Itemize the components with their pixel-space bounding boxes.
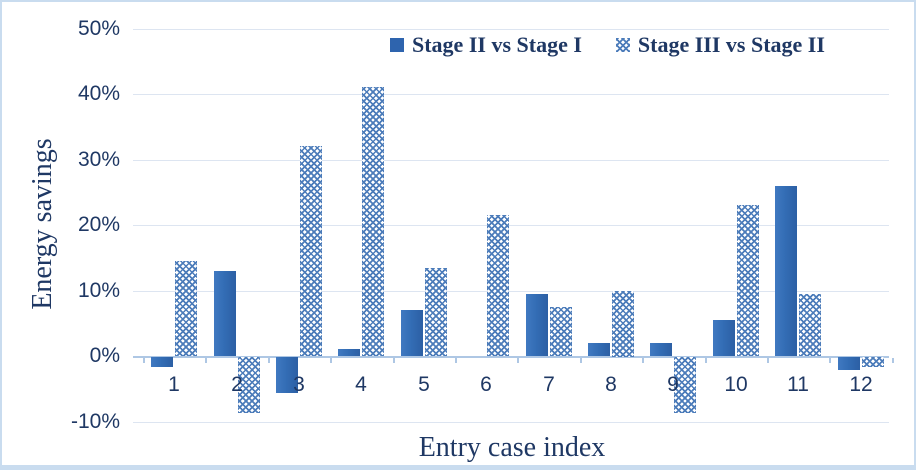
x-axis-tick xyxy=(455,358,457,363)
bar-stage3-vs-stage2-case-3 xyxy=(300,146,322,356)
gridline xyxy=(133,422,889,423)
gridline xyxy=(133,160,889,161)
x-axis-tick xyxy=(268,358,270,363)
x-axis-tick xyxy=(205,358,207,363)
x-axis-tick xyxy=(517,358,519,363)
gridline xyxy=(133,225,889,226)
gridline xyxy=(133,29,889,30)
legend: Stage II vs Stage I Stage III vs Stage I… xyxy=(390,32,825,58)
x-axis-tick xyxy=(767,358,769,363)
category-label-12: 12 xyxy=(849,373,873,396)
x-axis-tick xyxy=(393,358,395,363)
category-label-10: 10 xyxy=(724,373,748,396)
bar-stage3-vs-stage2-case-9 xyxy=(674,357,696,413)
category-label-4: 4 xyxy=(355,373,367,396)
x-axis-tick xyxy=(330,358,332,363)
category-label-5: 5 xyxy=(418,373,430,396)
category-label-8: 8 xyxy=(605,373,617,396)
category-label-3: 3 xyxy=(293,373,305,396)
category-label-1: 1 xyxy=(168,373,180,396)
x-axis-tick xyxy=(892,358,894,363)
legend-label: Stage II vs Stage I xyxy=(412,32,582,57)
bar-stage3-vs-stage2-case-2 xyxy=(238,357,260,413)
y-tick-label: 50% xyxy=(77,17,120,40)
bar-stage2-vs-stage1-case-7 xyxy=(526,294,548,356)
bar-stage3-vs-stage2-case-10 xyxy=(737,205,759,356)
bar-stage2-vs-stage1-case-5 xyxy=(401,310,423,356)
bar-stage2-vs-stage1-case-3 xyxy=(276,357,298,393)
bar-stage3-vs-stage2-case-1 xyxy=(175,261,197,356)
x-axis-tick xyxy=(705,358,707,363)
bar-stage2-vs-stage1-case-11 xyxy=(775,186,797,356)
x-axis-tick xyxy=(143,358,145,363)
bar-stage2-vs-stage1-case-10 xyxy=(713,320,735,356)
x-axis-title: Entry case index xyxy=(418,432,606,463)
gridline xyxy=(133,291,889,292)
category-label-11: 11 xyxy=(787,373,809,396)
bar-stage3-vs-stage2-case-11 xyxy=(799,294,821,356)
bar-stage2-vs-stage1-case-1 xyxy=(151,357,173,367)
category-label-7: 7 xyxy=(543,373,555,396)
bar-stage3-vs-stage2-case-7 xyxy=(550,307,572,356)
bar-stage2-vs-stage1-case-8 xyxy=(588,343,610,356)
legend-entry-stage2-vs-stage1: Stage II vs Stage I xyxy=(390,32,582,58)
bar-stage2-vs-stage1-case-9 xyxy=(650,343,672,356)
gridline xyxy=(133,94,889,95)
bar-stage3-vs-stage2-case-5 xyxy=(425,268,447,356)
y-tick-label: 0% xyxy=(89,344,120,367)
category-label-9: 9 xyxy=(667,373,679,396)
legend-marker-pattern-icon xyxy=(615,38,630,52)
y-tick-label: 20% xyxy=(77,213,120,236)
x-axis-line xyxy=(133,356,889,358)
legend-label: Stage III vs Stage II xyxy=(637,32,825,57)
x-axis-tick xyxy=(580,358,582,363)
legend-entry-stage3-vs-stage2: Stage III vs Stage II xyxy=(615,32,825,58)
y-tick-label: 30% xyxy=(77,148,120,171)
bar-stage3-vs-stage2-case-8 xyxy=(612,291,634,357)
y-tick-label: 10% xyxy=(77,279,120,302)
category-label-6: 6 xyxy=(480,373,492,396)
x-axis-tick xyxy=(642,358,644,363)
bar-stage3-vs-stage2-case-6 xyxy=(487,215,509,356)
y-tick-label: 40% xyxy=(77,82,120,105)
bar-stage2-vs-stage1-case-12 xyxy=(838,357,860,370)
bar-stage2-vs-stage1-case-2 xyxy=(214,271,236,356)
bar-stage2-vs-stage1-case-4 xyxy=(338,349,360,356)
category-label-2: 2 xyxy=(231,373,243,396)
legend-marker-solid-icon xyxy=(390,38,404,52)
y-tick-label: -10% xyxy=(70,410,120,433)
bar-stage3-vs-stage2-case-12 xyxy=(862,357,884,367)
bar-stage3-vs-stage2-case-4 xyxy=(362,87,384,356)
x-axis-tick xyxy=(829,358,831,363)
